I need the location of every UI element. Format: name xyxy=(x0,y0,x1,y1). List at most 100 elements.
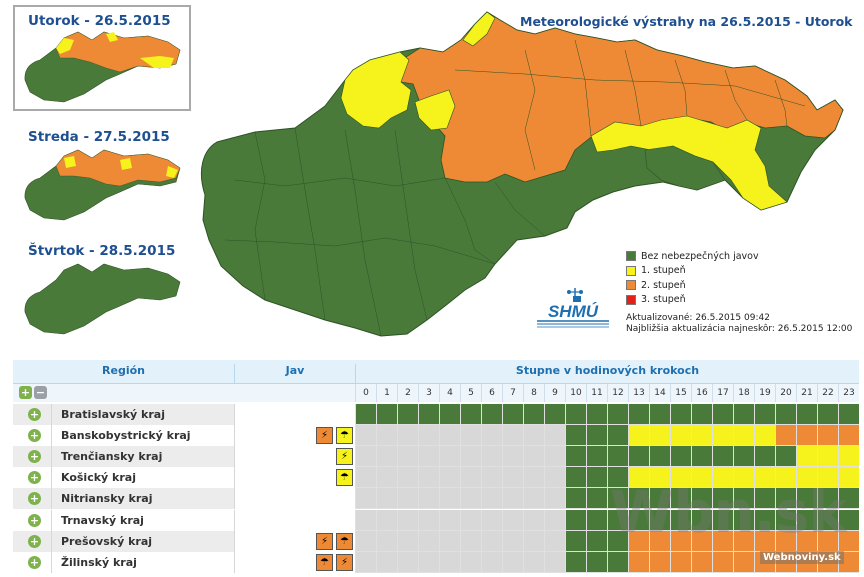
hour-cell xyxy=(691,551,712,573)
hour-cell xyxy=(544,488,565,510)
hour-cell xyxy=(355,488,376,510)
expand-row-button[interactable]: + xyxy=(28,408,41,421)
expand-row-button[interactable]: + xyxy=(28,450,41,464)
phenomena-cell: ⚡ ☂ xyxy=(234,530,355,552)
hour-cell xyxy=(586,488,607,510)
hour-cell xyxy=(586,446,607,468)
hour-cell xyxy=(460,551,481,573)
hour-cell xyxy=(796,446,817,468)
hour-cell xyxy=(733,425,754,447)
rain-icon[interactable]: ☂ xyxy=(336,532,353,550)
collapse-all-button[interactable]: − xyxy=(34,386,47,399)
hour-label: 17 xyxy=(712,384,733,402)
hour-cell xyxy=(607,467,628,489)
legend-label: Bez nebezpečných javov xyxy=(641,250,759,262)
table-row[interactable]: + Banskobystrický kraj ⚡ ☂ xyxy=(13,425,859,447)
thumbnail-map-day1[interactable] xyxy=(20,28,186,108)
table-row[interactable]: + Bratislavský kraj xyxy=(13,404,859,425)
hour-cell xyxy=(733,446,754,468)
table-row[interactable]: + Trenčiansky kraj ⚡ xyxy=(13,446,859,468)
main-map-title: Meteorologické výstrahy na 26.5.2015 - U… xyxy=(520,14,853,29)
hour-cell xyxy=(397,509,418,531)
expand-row-button[interactable]: + xyxy=(28,492,41,506)
hour-cell xyxy=(523,467,544,489)
region-name: Nitriansky kraj xyxy=(51,488,234,510)
storm-icon[interactable]: ⚡ xyxy=(336,553,353,571)
hour-cell xyxy=(712,488,733,510)
hour-cell xyxy=(502,446,523,468)
hour-cell xyxy=(544,404,565,425)
hour-label: 5 xyxy=(460,384,481,402)
updated-time: Aktualizované: 26.5.2015 09:42 xyxy=(626,313,770,323)
hour-cell xyxy=(523,425,544,447)
phenomena-cell: ⚡ ☂ xyxy=(234,425,355,447)
hour-cell xyxy=(355,446,376,468)
hour-cell xyxy=(460,425,481,447)
phenomena-cell: ⚡ xyxy=(234,446,355,468)
hour-cell xyxy=(649,404,670,425)
hour-label: 9 xyxy=(544,384,565,402)
hour-cell xyxy=(754,467,775,489)
storm-icon[interactable]: ⚡ xyxy=(316,427,333,445)
region-name: Bratislavský kraj xyxy=(51,404,234,425)
legend-item-level2: 2. stupeň xyxy=(626,278,759,293)
hour-cell xyxy=(418,404,439,425)
table-row[interactable]: + Žilinský kraj ☂ ⚡ xyxy=(13,551,859,573)
expand-row-button[interactable]: + xyxy=(28,429,41,443)
hour-cell xyxy=(838,404,859,425)
expand-collapse-all: + − xyxy=(19,386,47,399)
thumbnail-map-day2[interactable] xyxy=(20,146,186,226)
hour-cell xyxy=(397,467,418,489)
hour-cell xyxy=(586,425,607,447)
hour-cell xyxy=(691,530,712,552)
table-row[interactable]: + Trnavský kraj xyxy=(13,509,859,531)
expand-row-button[interactable]: + xyxy=(28,534,41,548)
region-name: Banskobystrický kraj xyxy=(51,425,234,447)
rain-icon[interactable]: ☂ xyxy=(336,427,353,445)
hour-cell xyxy=(418,509,439,531)
hour-label: 14 xyxy=(649,384,670,402)
hour-cell xyxy=(754,404,775,425)
hour-label: 11 xyxy=(586,384,607,402)
hour-label: 3 xyxy=(418,384,439,402)
rain-icon[interactable]: ☂ xyxy=(316,553,333,571)
hour-cell xyxy=(544,425,565,447)
hour-cell xyxy=(649,530,670,552)
hour-cell xyxy=(481,467,502,489)
hour-cell xyxy=(439,404,460,425)
thumbnail-map-day3[interactable] xyxy=(20,260,186,340)
hour-cell xyxy=(439,488,460,510)
hour-cell xyxy=(502,509,523,531)
hour-label: 18 xyxy=(733,384,754,402)
hour-cell xyxy=(376,551,397,573)
hour-cell xyxy=(775,446,796,468)
table-row[interactable]: + Košický kraj ☂ xyxy=(13,467,859,489)
expand-row-button[interactable]: + xyxy=(28,513,41,527)
hour-cell xyxy=(565,425,586,447)
thumbnail-title-day1[interactable]: Utorok - 26.5.2015 xyxy=(28,13,171,29)
thumbnail-title-day3[interactable]: Štvrtok - 28.5.2015 xyxy=(28,243,176,259)
expand-row-button[interactable]: + xyxy=(28,471,41,485)
hour-cell xyxy=(733,467,754,489)
next-update-time: Najbližšia aktualizácia najneskôr: 26.5.… xyxy=(626,324,853,334)
expand-all-button[interactable]: + xyxy=(19,386,32,399)
table-row[interactable]: + Prešovský kraj ⚡ ☂ xyxy=(13,530,859,552)
hour-cell xyxy=(481,425,502,447)
hour-cell xyxy=(712,551,733,573)
storm-icon[interactable]: ⚡ xyxy=(336,448,353,466)
thumbnail-title-day2[interactable]: Streda - 27.5.2015 xyxy=(28,129,170,145)
expand-row-button[interactable]: + xyxy=(28,555,41,569)
hour-label: 22 xyxy=(817,384,838,402)
region-name: Trenčiansky kraj xyxy=(51,446,234,468)
hour-cell xyxy=(838,509,859,531)
hour-cell xyxy=(418,488,439,510)
rain-icon[interactable]: ☂ xyxy=(336,469,353,487)
main-warning-map[interactable] xyxy=(195,10,850,345)
hour-cell xyxy=(376,509,397,531)
hour-cell xyxy=(796,404,817,425)
table-row[interactable]: + Nitriansky kraj xyxy=(13,488,859,510)
hour-cell xyxy=(376,425,397,447)
hour-cell xyxy=(733,509,754,531)
hour-cell xyxy=(670,488,691,510)
storm-icon[interactable]: ⚡ xyxy=(316,532,333,550)
